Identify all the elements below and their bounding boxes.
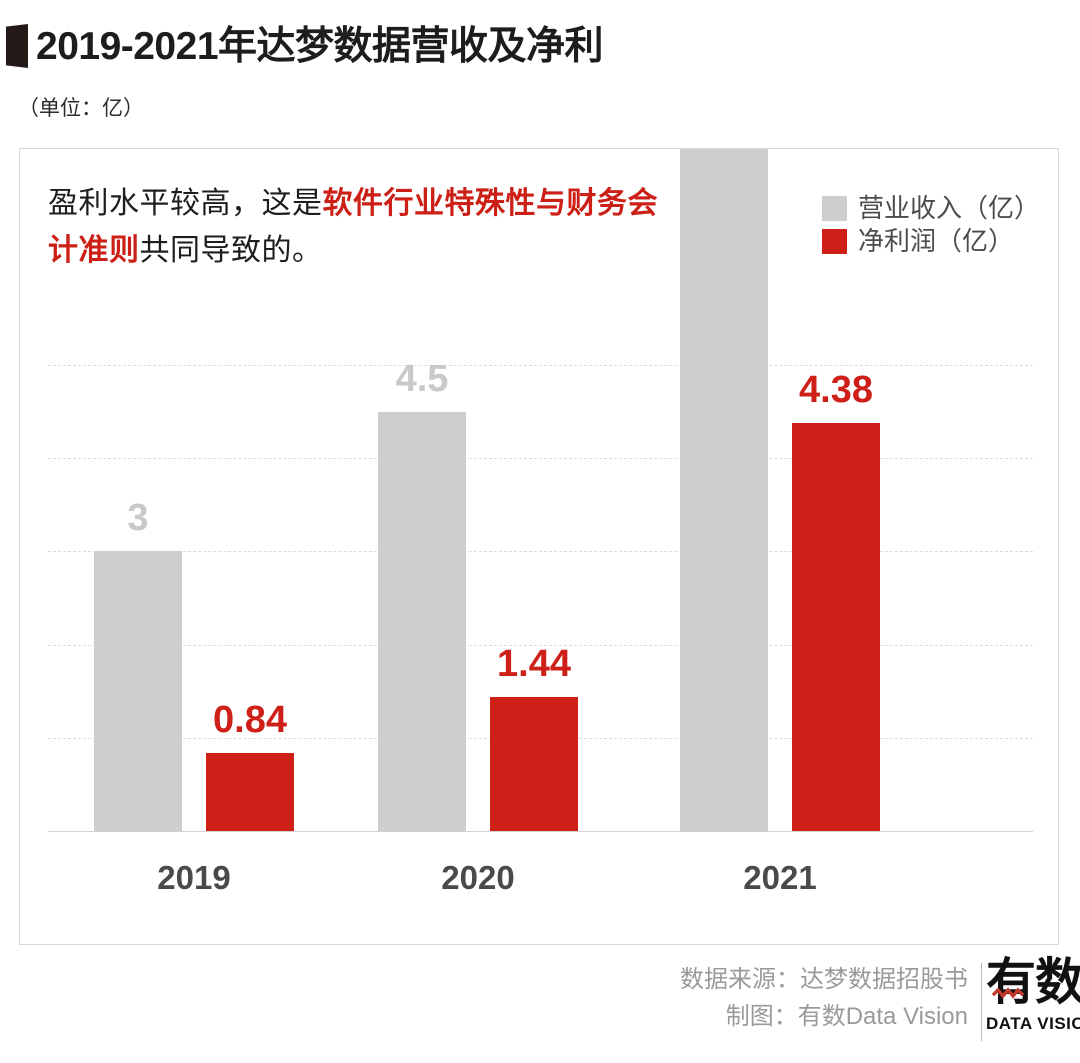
chart-credit-line: 制图：有数Data Vision xyxy=(725,1003,968,1031)
x-axis-category-label: 2020 xyxy=(441,859,515,896)
gridline xyxy=(48,365,1033,366)
chart-header: 2019-2021年达梦数据营收及净利 （单位：亿） xyxy=(0,0,1080,148)
bar-revenue[interactable] xyxy=(680,149,768,831)
annotation-part1: 盈利水平较高，这是 xyxy=(48,187,323,220)
bar-revenue[interactable] xyxy=(378,411,466,831)
logo-chinese-text: 有数 xyxy=(986,954,1080,1010)
brand-logo: 有数 DATA VISION xyxy=(986,957,1080,1049)
bar-value-label-profit: 0.84 xyxy=(213,698,287,741)
title-row: 2019-2021年达梦数据营收及净利 xyxy=(6,24,604,68)
data-source-line: 数据来源：达梦数据招股书 xyxy=(680,966,968,993)
legend-item-profit[interactable]: 净利润（亿） xyxy=(821,226,1040,256)
footer-divider xyxy=(981,963,982,1041)
chart-annotation: 盈利水平较高，这是软件行业特殊性与财务会计准则共同导致的。 xyxy=(48,181,688,274)
legend-label-profit: 净利润（亿） xyxy=(857,226,1014,256)
bar-profit[interactable] xyxy=(490,696,578,831)
gridline xyxy=(48,551,1033,553)
logo-english-text: DATA VISION xyxy=(986,1014,1080,1033)
bar-profit[interactable] xyxy=(206,752,294,831)
logo-zigzag-icon xyxy=(992,987,1024,999)
gridline xyxy=(48,458,1033,460)
bar-profit[interactable] xyxy=(792,422,880,831)
bar-value-label-revenue: 3 xyxy=(127,497,149,540)
legend-swatch-revenue xyxy=(821,195,847,221)
annotation-part2: 共同导致的。 xyxy=(139,233,323,267)
gridline xyxy=(48,644,1033,646)
legend-label-revenue: 营业收入（亿） xyxy=(857,193,1040,223)
x-axis-category-label: 2021 xyxy=(743,859,817,896)
bar-revenue[interactable] xyxy=(94,551,182,831)
chart-footer: 数据来源：达梦数据招股书 制图：有数Data Vision 有数 DATA VI… xyxy=(0,955,1080,1063)
page-title: 2019-2021年达梦数据营收及净利 xyxy=(36,24,604,68)
source-credit-block: 数据来源：达梦数据招股书 制图：有数Data Vision xyxy=(680,961,968,1035)
bar-value-label-revenue: 4.5 xyxy=(395,357,449,400)
bar-value-label-profit: 1.44 xyxy=(497,642,571,685)
bar-value-label-profit: 4.38 xyxy=(799,368,873,411)
x-axis-line xyxy=(48,831,1033,832)
annotation-highlight: 软件行业特殊性与财务会计准则 xyxy=(48,187,658,267)
title-marker-icon xyxy=(6,24,28,68)
x-axis-category-label: 2019 xyxy=(157,859,231,896)
legend-swatch-profit xyxy=(821,228,847,254)
chart-legend: 营业收入（亿） 净利润（亿） xyxy=(821,193,1040,256)
chart-unit-subtitle: （单位：亿） xyxy=(18,97,144,120)
legend-item-revenue[interactable]: 营业收入（亿） xyxy=(821,193,1040,223)
